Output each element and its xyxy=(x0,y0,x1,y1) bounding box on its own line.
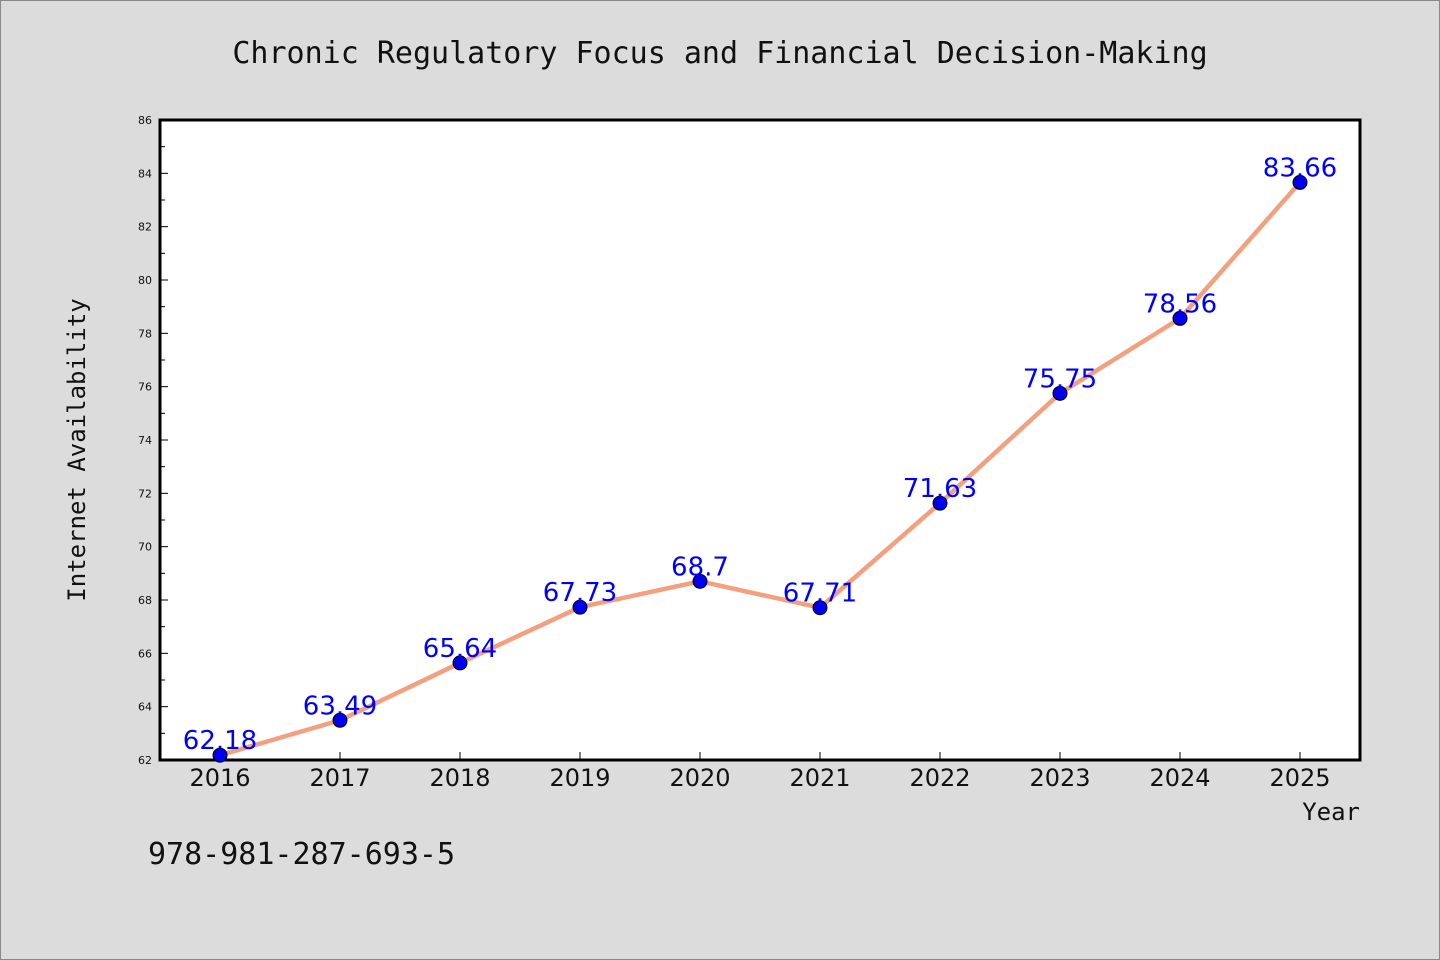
data-label: 63.49 xyxy=(303,691,377,721)
data-label: 78.56 xyxy=(1143,289,1217,319)
data-point-marker xyxy=(212,747,228,763)
data-label: 71.63 xyxy=(903,474,977,504)
x-axis-label: Year xyxy=(1302,798,1360,826)
x-tick-label: 2025 xyxy=(1269,764,1330,792)
x-tick-label: 2017 xyxy=(309,764,370,792)
y-tick-label: 86 xyxy=(138,114,152,127)
plot-area xyxy=(158,118,1362,762)
x-tick-label: 2021 xyxy=(789,764,850,792)
y-tick-label: 66 xyxy=(138,647,152,660)
y-axis-label: Internet Availability xyxy=(63,298,91,601)
data-label: 75.75 xyxy=(1023,364,1097,394)
y-tick-label: 82 xyxy=(138,221,152,234)
data-point-marker xyxy=(1052,385,1068,401)
y-tick-label: 72 xyxy=(138,487,152,500)
x-tick-label: 2022 xyxy=(909,764,970,792)
data-point-marker xyxy=(572,599,588,615)
data-point-marker xyxy=(812,600,828,616)
x-tick-label: 2024 xyxy=(1149,764,1210,792)
data-point-marker xyxy=(932,495,948,511)
y-tick-label: 80 xyxy=(138,274,152,287)
data-point-marker xyxy=(332,712,348,728)
data-label: 67.71 xyxy=(783,579,857,609)
y-tick-label: 70 xyxy=(138,541,152,554)
isbn-text: 978-981-287-693-5 xyxy=(148,837,455,872)
data-label: 68.7 xyxy=(671,552,729,582)
y-tick-label: 74 xyxy=(138,434,152,447)
x-tick-label: 2016 xyxy=(189,764,250,792)
y-tick-label: 64 xyxy=(138,701,152,714)
x-tick-label: 2020 xyxy=(669,764,730,792)
y-tick-label: 78 xyxy=(138,327,152,340)
x-tick-label: 2018 xyxy=(429,764,490,792)
x-axis: 2016 2017 2018 2019 2020 2021 2022 2023 2024 2025 xyxy=(189,752,1331,792)
chart-title: Chronic Regulatory Focus and Financial D… xyxy=(232,36,1207,71)
y-tick-label: 62 xyxy=(138,754,152,767)
series-line-group: 62.18 63.49 65.64 67.73 68.7 67.71 71.63 75.75 7… xyxy=(183,153,1337,763)
data-label: 65.64 xyxy=(423,634,497,664)
data-point-marker xyxy=(1172,310,1188,326)
x-tick-label: 2019 xyxy=(549,764,610,792)
x-tick-label: 2023 xyxy=(1029,764,1090,792)
data-point-marker xyxy=(452,655,468,671)
data-label: 83.66 xyxy=(1263,153,1337,183)
data-point-marker xyxy=(1292,174,1308,190)
data-point-marker xyxy=(692,573,708,589)
y-tick-label: 84 xyxy=(138,167,152,180)
y-tick-label: 68 xyxy=(138,594,152,607)
data-label: 67.73 xyxy=(543,578,617,608)
y-tick-label: 76 xyxy=(138,381,152,394)
y-axis: 62 64 66 68 70 72 74 76 78 80 82 84 86 xyxy=(138,114,168,767)
data-label: 62.18 xyxy=(183,726,257,756)
series-line xyxy=(219,180,1302,758)
